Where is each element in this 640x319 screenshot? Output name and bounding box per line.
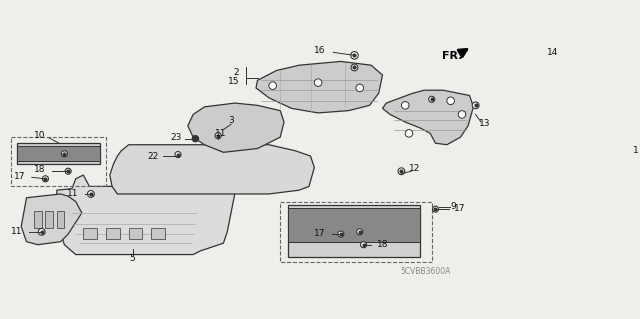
Circle shape (175, 152, 181, 158)
Circle shape (269, 82, 276, 89)
Circle shape (398, 168, 405, 174)
Circle shape (458, 111, 466, 118)
Polygon shape (17, 146, 100, 161)
Circle shape (447, 97, 454, 105)
Circle shape (351, 52, 358, 59)
Polygon shape (57, 211, 65, 228)
Text: 16: 16 (314, 46, 326, 55)
Polygon shape (21, 194, 82, 245)
Text: 17: 17 (314, 229, 326, 238)
Polygon shape (256, 62, 383, 113)
Text: 17: 17 (454, 204, 466, 213)
Circle shape (429, 96, 435, 102)
Circle shape (338, 231, 344, 237)
Polygon shape (129, 228, 142, 239)
Polygon shape (188, 103, 284, 152)
Circle shape (401, 101, 409, 109)
Circle shape (360, 242, 367, 248)
Text: FR.: FR. (442, 51, 463, 61)
Text: 12: 12 (410, 165, 420, 174)
Polygon shape (383, 90, 474, 145)
Polygon shape (83, 228, 97, 239)
Text: 5CVBB3600A: 5CVBB3600A (400, 267, 451, 277)
Circle shape (42, 176, 49, 182)
Polygon shape (152, 228, 165, 239)
Text: 23: 23 (170, 133, 182, 142)
Text: 15: 15 (228, 77, 239, 85)
Polygon shape (57, 175, 235, 255)
Circle shape (61, 151, 67, 157)
Text: 3: 3 (228, 116, 234, 125)
Polygon shape (34, 211, 42, 228)
Circle shape (356, 229, 363, 235)
Circle shape (556, 54, 563, 61)
Text: 11: 11 (67, 189, 79, 198)
Circle shape (314, 79, 322, 86)
Polygon shape (288, 208, 420, 242)
Polygon shape (17, 143, 100, 164)
Polygon shape (288, 205, 420, 257)
Circle shape (472, 102, 479, 109)
Polygon shape (45, 211, 53, 228)
Text: 14: 14 (547, 48, 559, 57)
Circle shape (38, 228, 45, 235)
Circle shape (215, 133, 221, 139)
Circle shape (88, 190, 94, 197)
Circle shape (65, 168, 71, 174)
Circle shape (356, 84, 364, 92)
Text: 5: 5 (130, 254, 136, 263)
Polygon shape (106, 228, 120, 239)
Circle shape (351, 64, 358, 71)
Text: 9: 9 (450, 202, 456, 211)
Text: 18: 18 (34, 165, 45, 174)
Text: 18: 18 (377, 240, 388, 249)
Text: 11: 11 (12, 227, 23, 236)
Text: 10: 10 (34, 131, 45, 140)
Polygon shape (110, 145, 314, 194)
Circle shape (433, 206, 438, 212)
Text: 13: 13 (479, 119, 490, 128)
Circle shape (193, 136, 198, 142)
Text: 22: 22 (148, 152, 159, 160)
Circle shape (405, 130, 413, 137)
Text: 11: 11 (216, 129, 227, 138)
Text: 17: 17 (14, 172, 26, 181)
Text: 1: 1 (634, 146, 639, 155)
Text: 2: 2 (234, 68, 239, 77)
